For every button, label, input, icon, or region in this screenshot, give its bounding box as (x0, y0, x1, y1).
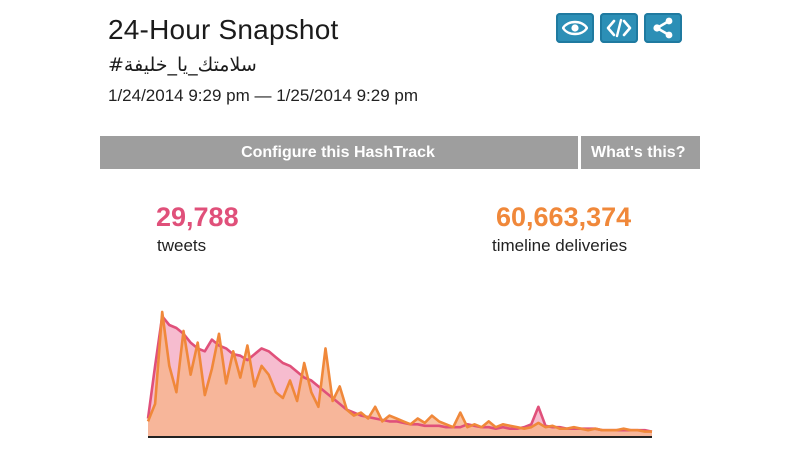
share-icon (653, 17, 673, 39)
date-range: 1/24/2014 9:29 pm — 1/25/2014 9:29 pm (108, 86, 419, 105)
tweets-count: 29,788 (156, 202, 239, 232)
page-title: 24-Hour Snapshot (108, 14, 339, 45)
deliveries-series-area (148, 311, 652, 436)
view-button[interactable] (556, 13, 594, 43)
view-toolbar (556, 13, 682, 43)
eye-icon (562, 20, 588, 36)
configure-hashtrack-button[interactable]: Configure this HashTrack (241, 143, 435, 161)
nav-divider (578, 136, 581, 169)
deliveries-count: 60,663,374 (496, 202, 632, 232)
whats-this-link[interactable]: What's this? (591, 143, 686, 161)
deliveries-series-line (146, 310, 652, 433)
share-button[interactable] (644, 13, 682, 43)
deliveries-label: timeline deliveries (492, 236, 628, 255)
hashtag-label: سلامتك_يا_خليفة# (108, 54, 257, 76)
embed-code-button[interactable] (600, 13, 638, 43)
tweets-label: tweets (157, 236, 207, 255)
nav-bar: Configure this HashTrack What's this? (100, 136, 700, 169)
code-icon (606, 18, 632, 38)
activity-chart (146, 310, 653, 438)
